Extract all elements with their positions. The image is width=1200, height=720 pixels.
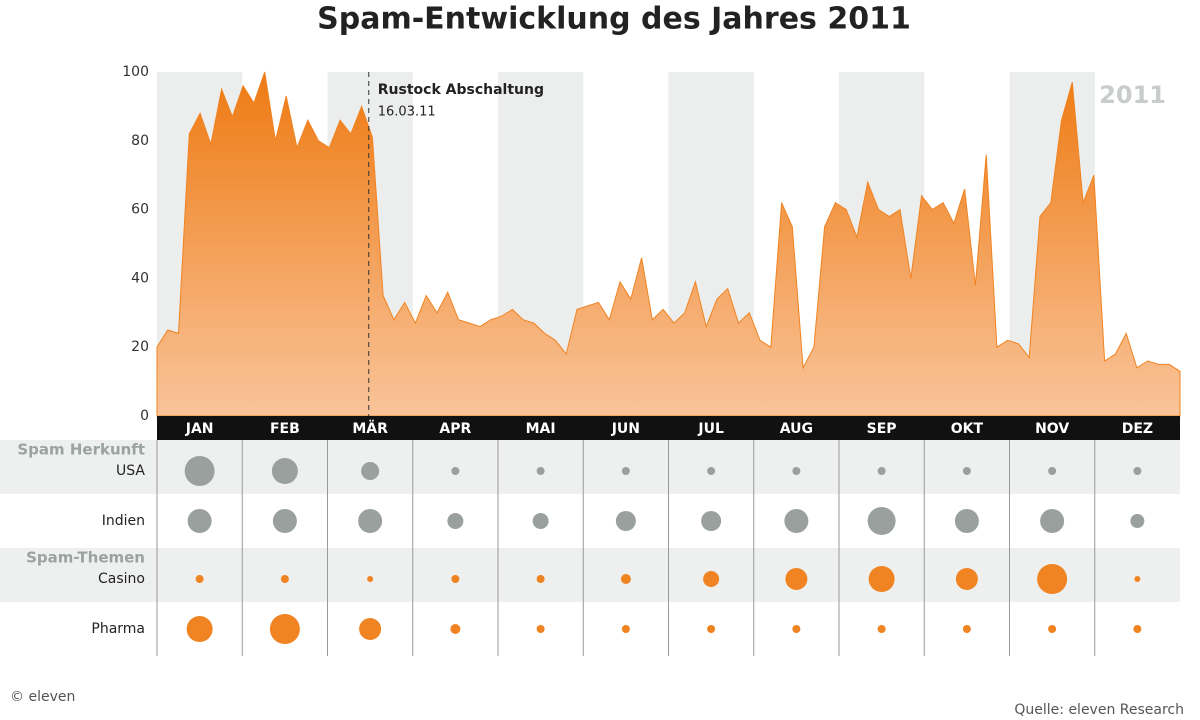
bubble: [447, 513, 464, 529]
row-band: [0, 440, 1180, 494]
bubble: [536, 625, 545, 633]
bubble: [367, 576, 374, 582]
bubble: [707, 467, 716, 475]
y-tick-label: 80: [131, 133, 149, 149]
bubble: [1130, 514, 1145, 528]
x-tick-label: APR: [439, 421, 471, 437]
bubble: [867, 507, 896, 535]
bubble: [195, 575, 204, 583]
bubble: [272, 509, 297, 533]
bubble: [269, 614, 300, 644]
bubble: [536, 575, 545, 583]
bubble: [877, 467, 886, 475]
chart-title: Spam-Entwicklung des Jahres 2011: [317, 2, 911, 37]
row-band: [0, 548, 1180, 602]
y-tick-label: 0: [140, 408, 149, 424]
source: Quelle: eleven Research: [1014, 702, 1184, 718]
x-tick-label: OKT: [951, 421, 984, 437]
annotation-label: Rustock Abschaltung: [378, 82, 544, 98]
group-label: Spam-Themen: [26, 549, 145, 567]
bubble: [615, 511, 636, 531]
bubble: [701, 511, 722, 531]
bubble: [184, 456, 215, 486]
y-tick-label: 20: [131, 339, 149, 355]
annotation-date: 16.03.11: [378, 105, 436, 120]
x-tick-label: MAI: [526, 421, 556, 437]
bubble: [532, 513, 549, 529]
row-label: Casino: [98, 571, 145, 587]
bubble: [955, 568, 978, 590]
y-tick-label: 60: [131, 202, 149, 218]
group-label: Spam Herkunft: [17, 441, 145, 459]
bubble: [785, 568, 808, 590]
bubble: [271, 458, 298, 484]
bubble: [621, 467, 630, 475]
bubble: [877, 625, 886, 633]
bubble: [868, 566, 895, 592]
bubble: [621, 625, 630, 633]
copyright: © eleven: [10, 689, 75, 705]
row-label: Indien: [102, 513, 145, 529]
bubble: [451, 575, 460, 583]
x-tick-label: JUL: [697, 421, 724, 437]
bubble: [792, 625, 801, 633]
bubble: [358, 509, 383, 533]
row-label: Pharma: [91, 621, 145, 637]
bubble: [962, 625, 971, 633]
x-tick-label: JUN: [611, 421, 640, 437]
x-tick-label: DEZ: [1122, 421, 1153, 437]
bubble: [784, 509, 809, 533]
bubble: [962, 467, 971, 475]
bubble: [361, 462, 380, 480]
bubble: [1134, 576, 1141, 582]
bubble: [450, 624, 461, 634]
bubble: [707, 625, 716, 633]
y-tick-label: 40: [131, 270, 149, 286]
y-tick-label: 100: [122, 64, 149, 80]
bubble: [1040, 509, 1065, 533]
year-label: 2011: [1099, 81, 1166, 109]
bubble: [620, 574, 631, 584]
bubble: [792, 467, 801, 475]
bubble: [1048, 625, 1057, 633]
x-tick-label: AUG: [780, 421, 813, 437]
bubble: [359, 618, 382, 640]
bubble: [187, 509, 212, 533]
row-label: USA: [116, 463, 145, 479]
bubble: [186, 616, 213, 642]
x-tick-label: SEP: [867, 421, 897, 437]
month-bar: [157, 416, 1180, 440]
x-tick-label: MÄR: [352, 420, 388, 437]
bubble: [1048, 467, 1057, 475]
bubble: [1133, 625, 1142, 633]
x-tick-label: JAN: [185, 421, 214, 437]
bubble: [954, 509, 979, 533]
bubble: [703, 571, 720, 587]
bubble: [536, 467, 545, 475]
area: [156, 71, 1181, 417]
x-tick-label: NOV: [1035, 421, 1069, 437]
bubble: [1133, 467, 1142, 475]
bubble: [1037, 564, 1068, 594]
bubble: [280, 575, 289, 583]
bubble: [451, 467, 460, 475]
x-tick-label: FEB: [270, 421, 300, 437]
